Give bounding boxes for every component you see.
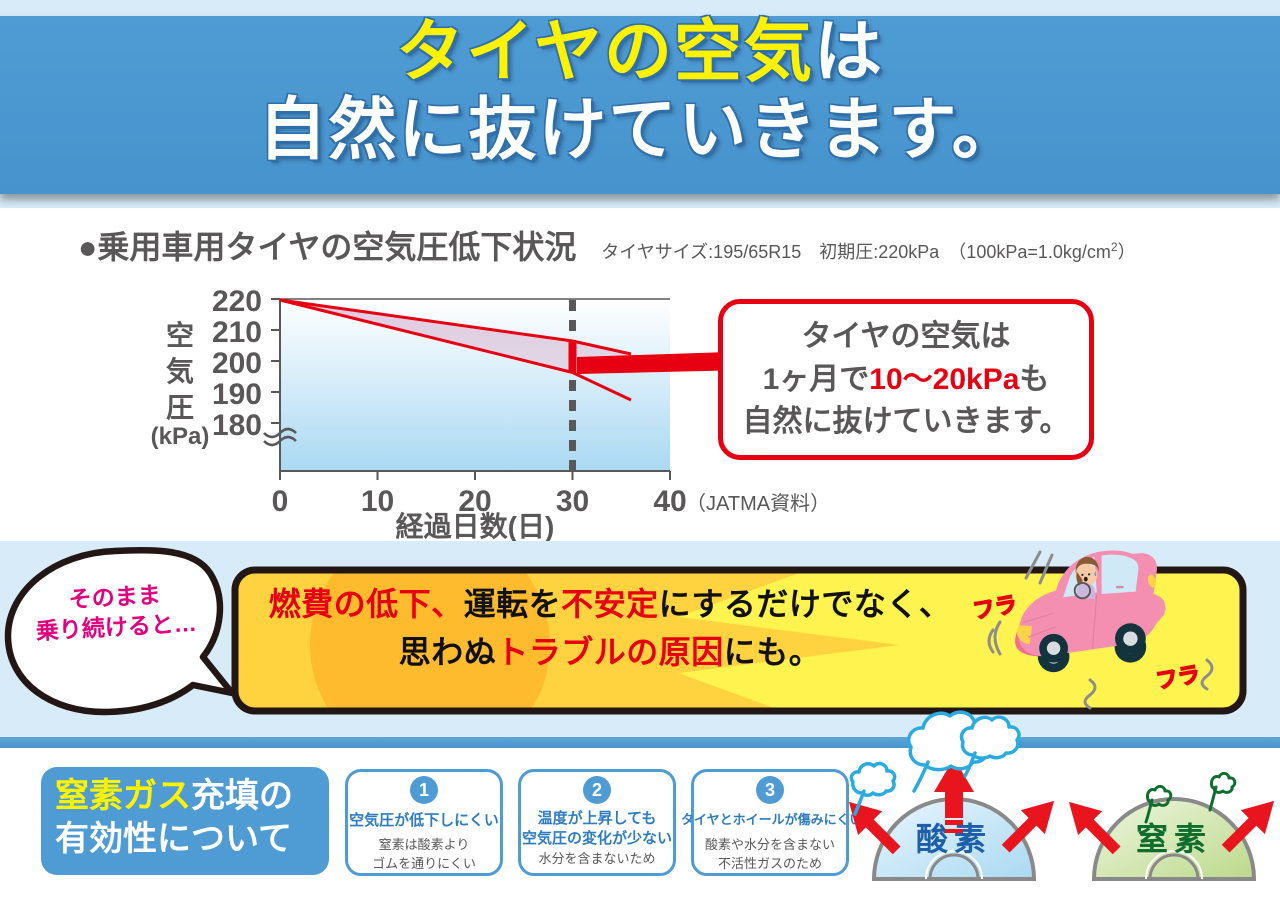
svg-text:酸素: 酸素	[916, 821, 992, 857]
svg-text:窒素: 窒素	[1136, 821, 1212, 857]
